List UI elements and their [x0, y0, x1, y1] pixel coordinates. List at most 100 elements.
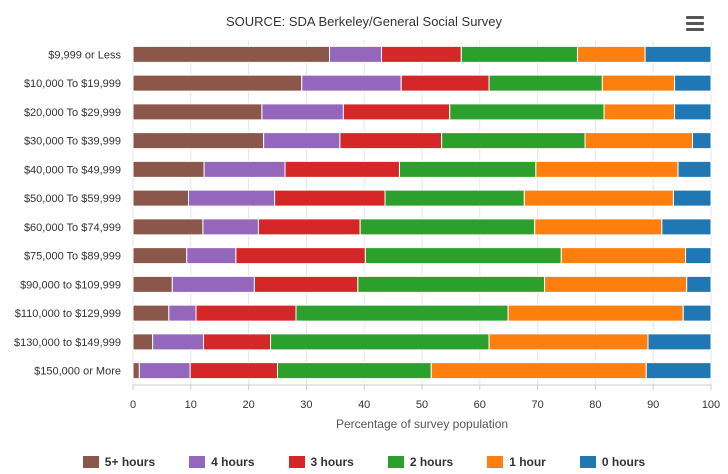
bar-segment[interactable]: [601, 74, 676, 92]
bar-segment[interactable]: [544, 275, 688, 293]
legend-item[interactable]: 1 hour: [487, 455, 546, 469]
bar-segment[interactable]: [186, 247, 237, 265]
bar-segment[interactable]: [132, 103, 263, 121]
bar-segment[interactable]: [263, 132, 341, 150]
bar-segment[interactable]: [603, 103, 676, 121]
legend-item[interactable]: 2 hours: [387, 455, 453, 469]
legend-item[interactable]: 3 hours: [288, 455, 354, 469]
bar-segment[interactable]: [132, 275, 173, 293]
bar-segment[interactable]: [682, 304, 712, 322]
bar-segment[interactable]: [441, 132, 586, 150]
legend-item[interactable]: 5+ hours: [82, 455, 155, 469]
bar-segment[interactable]: [270, 333, 490, 351]
bar-segment[interactable]: [674, 103, 712, 121]
bar-segment[interactable]: [138, 362, 191, 380]
bar-segment[interactable]: [284, 160, 400, 178]
legend-label: 0 hours: [601, 455, 646, 469]
bar-segment[interactable]: [534, 218, 663, 236]
bar-segment[interactable]: [384, 189, 525, 207]
bar-segment[interactable]: [329, 45, 383, 63]
bar-segment[interactable]: [686, 275, 712, 293]
hamburger-icon-line: [686, 28, 704, 31]
bar-segment[interactable]: [400, 74, 490, 92]
bar-segment[interactable]: [674, 74, 712, 92]
y-category-label: $90,000 to $109,999: [20, 279, 121, 291]
bar-segment[interactable]: [132, 247, 188, 265]
bar-segment[interactable]: [203, 333, 272, 351]
bar-stack-area: [132, 45, 712, 380]
bar-segment[interactable]: [342, 103, 451, 121]
bar-segment[interactable]: [261, 103, 344, 121]
legend-swatch: [189, 456, 206, 468]
legend-label: 3 hours: [310, 455, 354, 469]
bar-segment[interactable]: [132, 218, 204, 236]
bar-segment[interactable]: [584, 132, 694, 150]
bar-segment[interactable]: [132, 160, 205, 178]
bar-segment[interactable]: [187, 189, 276, 207]
bar-segment[interactable]: [488, 333, 649, 351]
bar-segment[interactable]: [430, 362, 647, 380]
bar-segment[interactable]: [274, 189, 386, 207]
legend-swatch: [579, 456, 596, 468]
bar-segment[interactable]: [189, 362, 278, 380]
x-tick-label: 30: [300, 399, 312, 411]
bar-segment[interactable]: [132, 333, 154, 351]
bar-segment[interactable]: [235, 247, 366, 265]
bar-segment[interactable]: [523, 189, 674, 207]
bar-segment[interactable]: [132, 132, 265, 150]
bar-segment[interactable]: [647, 333, 712, 351]
bar-segment[interactable]: [202, 218, 259, 236]
bar-segment[interactable]: [449, 103, 605, 121]
chart-menu-button[interactable]: [686, 16, 704, 32]
bar-segment[interactable]: [132, 74, 303, 92]
y-category-label: $130,000 to $149,999: [14, 337, 121, 349]
y-category-label: $10,000 To $19,999: [24, 78, 121, 90]
y-category-label: $75,000 To $89,999: [24, 251, 121, 263]
bar-segment[interactable]: [253, 275, 359, 293]
bar-segment[interactable]: [295, 304, 509, 322]
bar-segment[interactable]: [132, 189, 189, 207]
x-tick-label: 60: [474, 399, 486, 411]
bar-segment[interactable]: [507, 304, 684, 322]
bar-segment[interactable]: [692, 132, 712, 150]
bar-segment[interactable]: [677, 160, 712, 178]
bar-segment[interactable]: [645, 362, 712, 380]
bar-segment[interactable]: [132, 45, 331, 63]
bar-segment[interactable]: [357, 275, 546, 293]
bar-segment[interactable]: [460, 45, 578, 63]
bar-segment[interactable]: [203, 160, 286, 178]
bar-segment[interactable]: [685, 247, 712, 265]
y-category-label: $50,000 To $59,999: [24, 193, 121, 205]
bar-segment[interactable]: [152, 333, 205, 351]
legend-swatch: [82, 456, 99, 468]
bar-segment[interactable]: [381, 45, 462, 63]
bar-segment[interactable]: [359, 218, 536, 236]
bar-segment[interactable]: [277, 362, 432, 380]
bar-segment[interactable]: [132, 362, 140, 380]
y-category-label: $20,000 To $29,999: [24, 107, 121, 119]
bar-segment[interactable]: [171, 275, 255, 293]
bar-segment[interactable]: [364, 247, 562, 265]
bar-segment[interactable]: [560, 247, 687, 265]
legend-swatch: [288, 456, 305, 468]
bar-segment[interactable]: [488, 74, 603, 92]
bar-segment[interactable]: [257, 218, 361, 236]
x-tick-label: 50: [416, 399, 428, 411]
bar-segment[interactable]: [576, 45, 646, 63]
legend-item[interactable]: 0 hours: [579, 455, 646, 469]
bar-segment[interactable]: [661, 218, 712, 236]
bar-segment[interactable]: [168, 304, 197, 322]
bar-segment[interactable]: [339, 132, 443, 150]
bar-segment[interactable]: [398, 160, 537, 178]
legend: 5+ hours 4 hours 3 hours 2 hours 1 hour 0 hou…: [0, 455, 728, 469]
x-axis-labels: 0 10 20 30 40 50 60 70 80 90 100: [130, 399, 720, 411]
bar-segment[interactable]: [672, 189, 712, 207]
bar-segment[interactable]: [644, 45, 712, 63]
bar-segment[interactable]: [132, 304, 170, 322]
legend-item[interactable]: 4 hours: [189, 455, 255, 469]
bar-segment[interactable]: [195, 304, 297, 322]
legend-label: 1 hour: [509, 455, 546, 469]
bar-segment[interactable]: [535, 160, 679, 178]
y-category-label: $40,000 To $49,999: [24, 164, 121, 176]
bar-segment[interactable]: [301, 74, 402, 92]
